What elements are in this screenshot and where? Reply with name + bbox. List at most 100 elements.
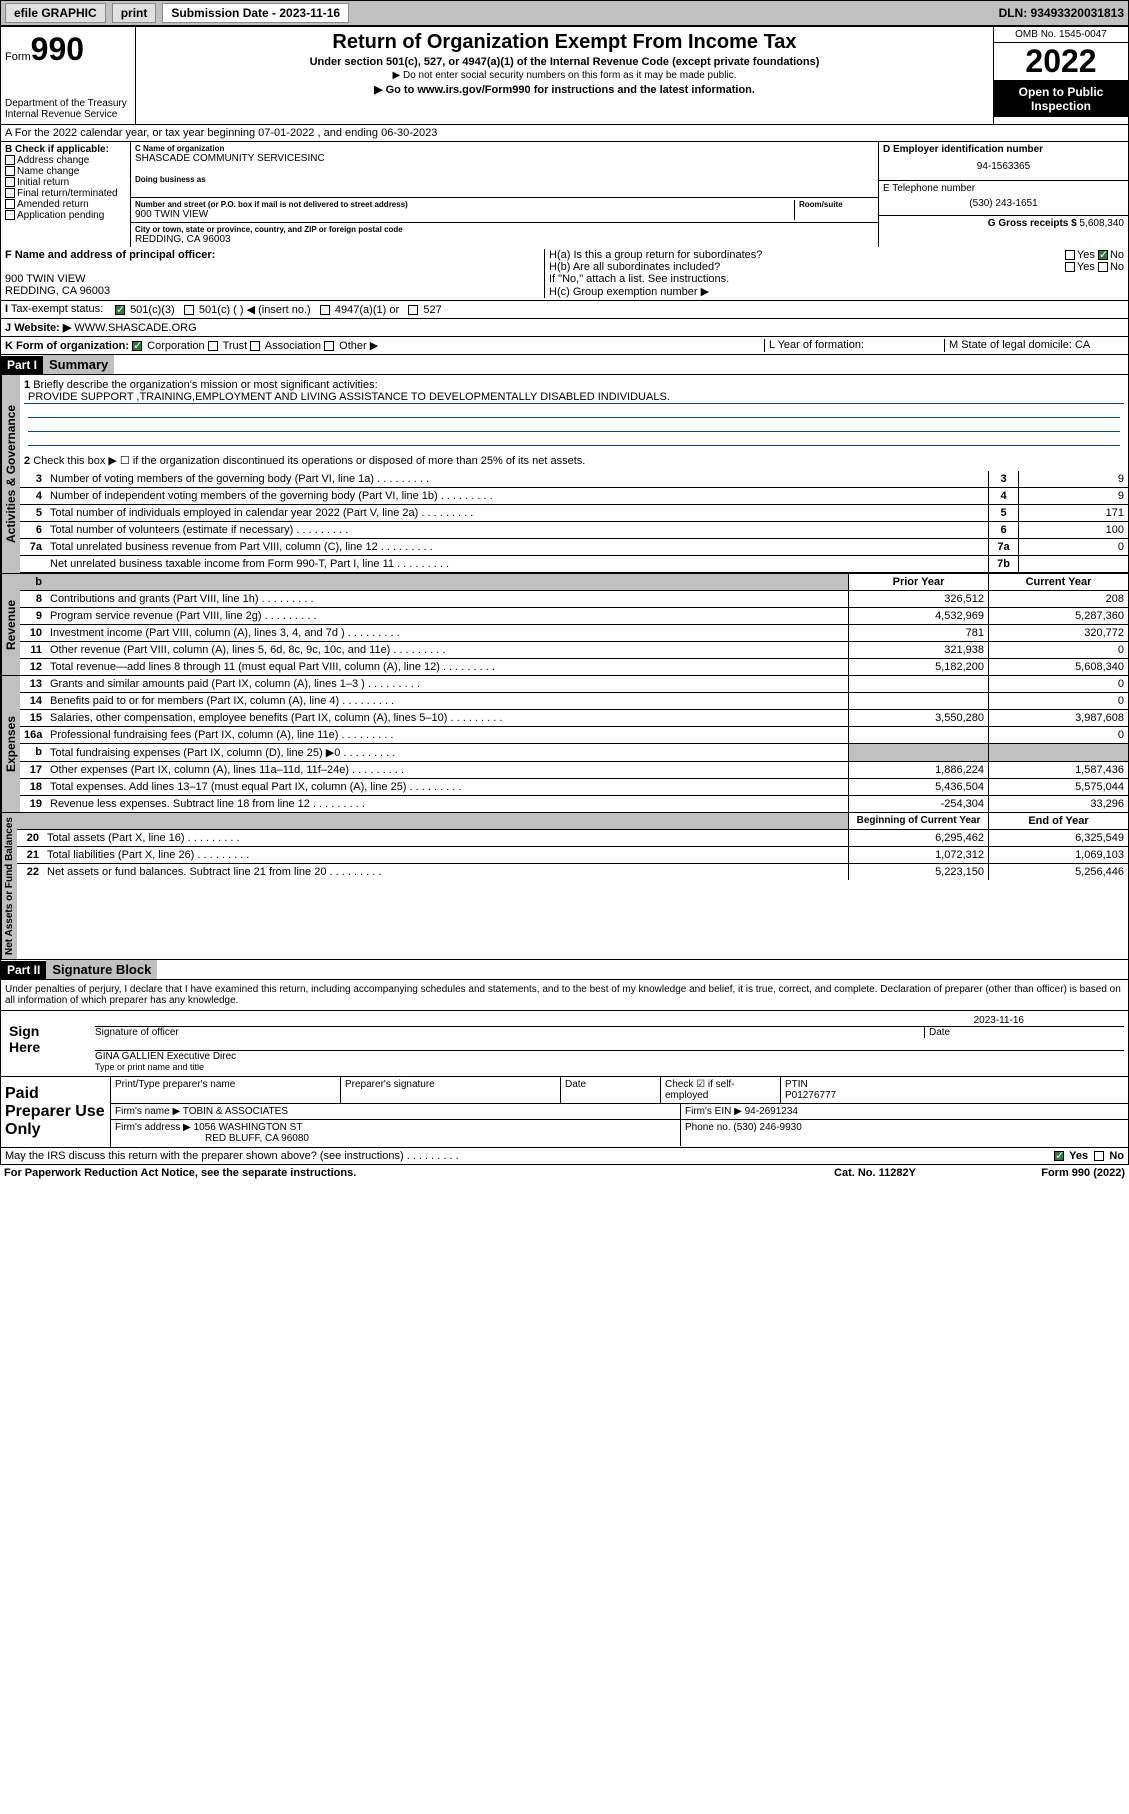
part2-header: Part IISignature Block xyxy=(0,960,1129,980)
phone-label: E Telephone number xyxy=(883,183,1124,194)
gross-cell: G Gross receipts $ 5,608,340 xyxy=(879,216,1128,231)
form-org-label: K Form of organization: xyxy=(5,340,129,352)
line-9: 9Program service revenue (Part VIII, lin… xyxy=(20,608,1128,625)
discuss-text: May the IRS discuss this return with the… xyxy=(5,1150,404,1162)
opt-other: Other ▶ xyxy=(339,340,378,352)
balances-section: Net Assets or Fund Balances Beginning of… xyxy=(0,813,1129,960)
gross-label: G Gross receipts $ xyxy=(988,218,1077,229)
line-10: 10Investment income (Part VIII, column (… xyxy=(20,625,1128,642)
sign-here-label: Sign Here xyxy=(5,1015,75,1072)
line-16a: 16aProfessional fundraising fees (Part I… xyxy=(20,727,1128,744)
part1-title: Summary xyxy=(43,355,114,374)
line-14: 14Benefits paid to or for members (Part … xyxy=(20,693,1128,710)
row-f-h: F Name and address of principal officer:… xyxy=(0,247,1129,301)
check-527[interactable] xyxy=(408,305,418,315)
line-1: 1 Briefly describe the organization's mi… xyxy=(20,375,1128,450)
check-trust[interactable] xyxy=(208,341,218,351)
gross-value: 5,608,340 xyxy=(1080,218,1125,229)
omb-number: OMB No. 1545-0047 xyxy=(994,27,1128,43)
ptin-cell: PTINP01276777 xyxy=(781,1077,1128,1103)
opt-501c3: 501(c)(3) xyxy=(130,304,175,316)
addr-label: Number and street (or P.O. box if mail i… xyxy=(135,200,794,209)
page-footer: For Paperwork Reduction Act Notice, see … xyxy=(0,1165,1129,1181)
form-subtitle: Under section 501(c), 527, or 4947(a)(1)… xyxy=(144,56,985,68)
submission-date: Submission Date - 2023-11-16 xyxy=(162,3,349,23)
mission-text: PROVIDE SUPPORT ,TRAINING,EMPLOYMENT AND… xyxy=(24,391,1124,404)
line-20: 20Total assets (Part X, line 16)6,295,46… xyxy=(17,830,1128,847)
firm-label: Firm's name ▶ xyxy=(115,1106,180,1117)
dln-label: DLN: 93493320031813 xyxy=(999,6,1124,20)
opt-527: 527 xyxy=(423,304,441,316)
check-assoc[interactable] xyxy=(250,341,260,351)
check-final[interactable]: Final return/terminated xyxy=(5,188,126,199)
line-15: 15Salaries, other compensation, employee… xyxy=(20,710,1128,727)
form-link[interactable]: ▶ Go to www.irs.gov/Form990 for instruct… xyxy=(144,83,985,96)
self-employed-cell: Check ☑ if self-employed xyxy=(661,1077,781,1103)
line-22: 22Net assets or fund balances. Subtract … xyxy=(17,864,1128,880)
discuss-yes[interactable] xyxy=(1054,1151,1064,1161)
form-word: Form xyxy=(5,51,31,63)
section-b-grid: B Check if applicable: Address change Na… xyxy=(0,142,1129,247)
h-b-note: If "No," attach a list. See instructions… xyxy=(549,273,1124,285)
org-name: SHASCADE COMMUNITY SERVICESINC xyxy=(135,153,874,164)
dba-label: Doing business as xyxy=(135,175,874,184)
firm-phone-label: Phone no. xyxy=(685,1122,731,1133)
opt-501c: 501(c) ( ) ◀ (insert no.) xyxy=(199,304,311,316)
check-name[interactable]: Name change xyxy=(5,166,126,177)
line-6: 6Total number of volunteers (estimate if… xyxy=(20,522,1128,539)
hdr-end: End of Year xyxy=(988,813,1128,829)
part2-title: Signature Block xyxy=(46,960,157,979)
check-501c3[interactable] xyxy=(115,305,125,315)
line-8: 8Contributions and grants (Part VIII, li… xyxy=(20,591,1128,608)
discuss-no[interactable] xyxy=(1094,1151,1104,1161)
row-j: J Website: ▶ WWW.SHASCADE.ORG xyxy=(0,319,1129,337)
part1-label: Part I xyxy=(1,356,43,374)
check-corp[interactable] xyxy=(132,341,142,351)
paid-row3: Firm's address ▶ 1056 WASHINGTON STRED B… xyxy=(111,1120,1128,1146)
tab-activities: Activities & Governance xyxy=(1,375,20,573)
ein-label: D Employer identification number xyxy=(883,144,1124,155)
tax-year: 2022 xyxy=(994,43,1128,81)
part1-header: Part ISummary xyxy=(0,355,1129,375)
check-initial[interactable]: Initial return xyxy=(5,177,126,188)
part2-label: Part II xyxy=(1,961,46,979)
officer-name: GINA GALLIEN Executive Direc xyxy=(95,1051,1124,1062)
check-b-column: B Check if applicable: Address change Na… xyxy=(1,142,131,247)
org-address: 900 TWIN VIEW xyxy=(135,209,794,220)
ein-cell: D Employer identification number 94-1563… xyxy=(879,142,1128,181)
paid-preparer-label: Paid Preparer Use Only xyxy=(1,1077,111,1147)
check-amended[interactable]: Amended return xyxy=(5,199,126,210)
paid-preparer-block: Paid Preparer Use Only Print/Type prepar… xyxy=(0,1077,1129,1148)
check-addr[interactable]: Address change xyxy=(5,155,126,166)
check-pending[interactable]: Application pending xyxy=(5,210,126,221)
dept-label: Department of the Treasury Internal Reve… xyxy=(5,98,131,120)
no-label: No xyxy=(1109,1150,1124,1162)
line-11: 11Other revenue (Part VIII, column (A), … xyxy=(20,642,1128,659)
footer-cat: Cat. No. 11282Y xyxy=(775,1167,975,1179)
org-column: C Name of organization SHASCADE COMMUNIT… xyxy=(131,142,878,247)
expenses-section: Expenses 13Grants and similar amounts pa… xyxy=(0,676,1129,813)
check-501c[interactable] xyxy=(184,305,194,315)
officer-addr2: REDDING, CA 96003 xyxy=(5,285,540,297)
print-button[interactable]: print xyxy=(112,3,157,23)
website-label: Website: ▶ xyxy=(14,322,71,334)
website-value[interactable]: WWW.SHASCADE.ORG xyxy=(74,322,196,334)
line-7a: 7aTotal unrelated business revenue from … xyxy=(20,539,1128,556)
officer-label: F Name and address of principal officer: xyxy=(5,249,540,261)
signature-declaration: Under penalties of perjury, I declare th… xyxy=(0,980,1129,1011)
firm-ein-label: Firm's EIN ▶ xyxy=(685,1106,742,1117)
check-other[interactable] xyxy=(324,341,334,351)
phone-value: (530) 243-1651 xyxy=(883,194,1124,213)
org-city: REDDING, CA 96003 xyxy=(135,234,874,245)
sig-date-value: 2023-11-16 xyxy=(95,1015,1124,1026)
phone-cell: E Telephone number (530) 243-1651 xyxy=(879,181,1128,216)
year-formation: L Year of formation: xyxy=(764,339,944,352)
check-4947[interactable] xyxy=(320,305,330,315)
firm-name: TOBIN & ASSOCIATES xyxy=(183,1106,288,1117)
ptin-value: P01276777 xyxy=(785,1090,1124,1101)
col-d: D Employer identification number 94-1563… xyxy=(878,142,1128,247)
paid-row1: Print/Type preparer's name Preparer's si… xyxy=(111,1077,1128,1104)
form-number-block: Form990 Department of the Treasury Inter… xyxy=(1,27,136,124)
efile-label: efile GRAPHIC xyxy=(5,3,106,23)
form-number: 990 xyxy=(31,31,84,67)
